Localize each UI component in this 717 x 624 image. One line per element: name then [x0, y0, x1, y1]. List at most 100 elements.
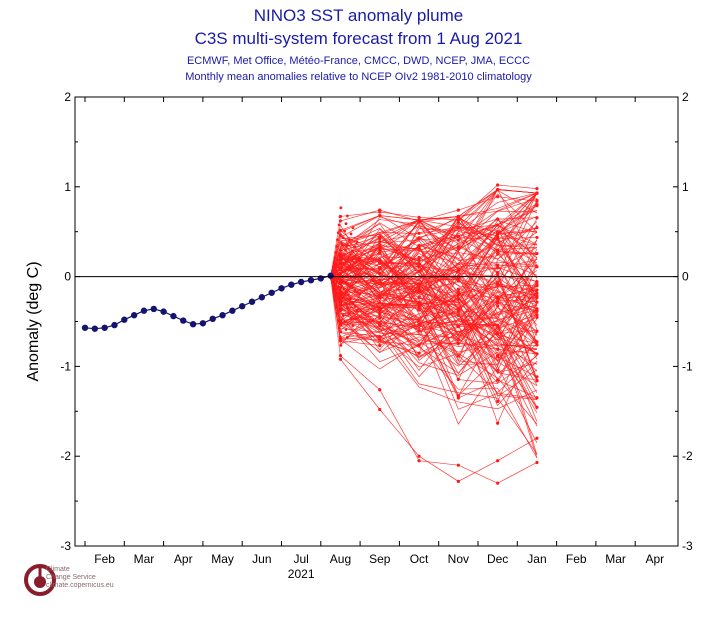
- forecast-fan-dot: [341, 280, 345, 283]
- forecast-point: [456, 238, 460, 242]
- forecast-member-line: [340, 204, 538, 298]
- forecast-member-line: [340, 310, 538, 399]
- forecast-point: [456, 234, 460, 238]
- forecast-point: [378, 295, 382, 299]
- forecast-point: [456, 310, 460, 314]
- forecast-member-line: [340, 236, 538, 303]
- observed-point: [239, 303, 246, 310]
- forecast-member-line: [340, 313, 537, 410]
- forecast-fan-dot: [349, 297, 352, 300]
- forecast-fan-dot: [341, 236, 345, 240]
- y-tick-label-left: 2: [64, 90, 71, 104]
- forecast-fan-dot: [332, 289, 336, 292]
- forecast-fan-dot: [355, 309, 359, 313]
- forecast-fan-dot: [334, 250, 338, 254]
- forecast-point: [338, 319, 343, 323]
- forecast-member-line: [340, 226, 538, 286]
- forecast-fan-dot: [337, 223, 341, 227]
- forecast-fan-dot: [351, 263, 354, 267]
- forecast-point: [535, 202, 539, 206]
- forecast-point: [417, 318, 421, 322]
- forecast-member-line: [340, 205, 538, 304]
- forecast-member-line: [340, 196, 537, 222]
- forecast-fan-dot: [349, 317, 353, 321]
- x-tick-label: Aug: [330, 552, 351, 566]
- observed-point: [297, 278, 305, 286]
- forecast-fan-dot: [335, 244, 339, 248]
- chart-subtitle: C3S multi-system forecast from 1 Aug 202…: [194, 29, 523, 48]
- forecast-point: [456, 287, 460, 291]
- forecast-member-line: [340, 184, 537, 221]
- forecast-fan-dot: [349, 253, 352, 257]
- forecast-member-line: [340, 355, 538, 484]
- forecast-point: [496, 355, 500, 359]
- forecast-point: [535, 265, 539, 269]
- forecast-point: [378, 312, 382, 316]
- forecast-fan-dot: [351, 226, 355, 230]
- forecast-point: [338, 323, 343, 327]
- observed-point: [130, 312, 138, 319]
- forecast-point: [417, 231, 421, 235]
- forecast-point: [456, 341, 460, 345]
- forecast-point: [378, 251, 382, 256]
- forecast-point: [535, 329, 539, 333]
- logo-thermometer-stem: [38, 568, 42, 580]
- forecast-point: [496, 217, 500, 221]
- forecast-point: [496, 270, 500, 275]
- forecast-point: [378, 388, 382, 392]
- forecast-point: [417, 303, 421, 307]
- forecast-fan-dot: [336, 285, 340, 288]
- year-label: 2021: [288, 567, 315, 581]
- forecast-point: [535, 226, 539, 230]
- forecast-point: [456, 394, 460, 398]
- observed-point: [268, 289, 275, 296]
- forecast-point: [535, 251, 539, 256]
- forecast-fan-dot: [351, 249, 355, 253]
- forecast-fan-dot: [340, 292, 344, 296]
- forecast-point: [456, 226, 460, 230]
- forecast-point: [456, 479, 460, 483]
- forecast-fan-dot: [336, 291, 340, 295]
- observed-point: [258, 294, 266, 301]
- y-tick-label-right: -1: [682, 359, 693, 373]
- forecast-member-line: [340, 222, 538, 315]
- forecast-point: [378, 306, 382, 310]
- forecast-fan-dot: [355, 290, 359, 294]
- forecast-point: [378, 237, 382, 241]
- forecast-member-line: [340, 192, 538, 297]
- forecast-fan-dot: [351, 324, 355, 327]
- forecast-fan-dot: [342, 296, 346, 300]
- forecast-fan-line: [330, 276, 341, 341]
- forecast-point: [496, 421, 500, 425]
- forecast-point: [338, 233, 343, 237]
- forecast-point: [456, 324, 460, 329]
- observed-point: [209, 315, 216, 323]
- forecast-fan-dot: [347, 312, 351, 315]
- forecast-fan-dot: [343, 229, 347, 233]
- forecast-fan-dot: [338, 215, 342, 219]
- forecast-member-line: [340, 253, 538, 381]
- forecast-member-line: [340, 198, 538, 265]
- forecast-member-line: [340, 209, 538, 274]
- forecast-member-line: [340, 285, 537, 355]
- forecast-member-line: [340, 271, 538, 381]
- forecast-point: [496, 230, 500, 234]
- forecast-point: [338, 330, 343, 334]
- forecast-point: [338, 298, 343, 303]
- observed-point: [180, 317, 187, 324]
- x-tick-label: Oct: [410, 552, 429, 566]
- forecast-point: [456, 279, 460, 283]
- x-tick-label: Jan: [527, 552, 546, 566]
- forecast-point: [378, 278, 382, 282]
- forecast-member-line: [340, 192, 538, 272]
- forecast-point: [535, 313, 539, 317]
- forecast-fan-dot: [343, 268, 347, 272]
- observed-series: [81, 272, 334, 332]
- x-tick-label: Mar: [134, 552, 155, 566]
- forecast-fan-dot: [349, 232, 353, 236]
- forecast-member-line: [340, 259, 538, 326]
- forecast-point: [535, 343, 539, 347]
- forecast-members: [330, 183, 539, 485]
- forecast-member-line: [340, 250, 538, 329]
- forecast-fan-dot: [336, 231, 340, 235]
